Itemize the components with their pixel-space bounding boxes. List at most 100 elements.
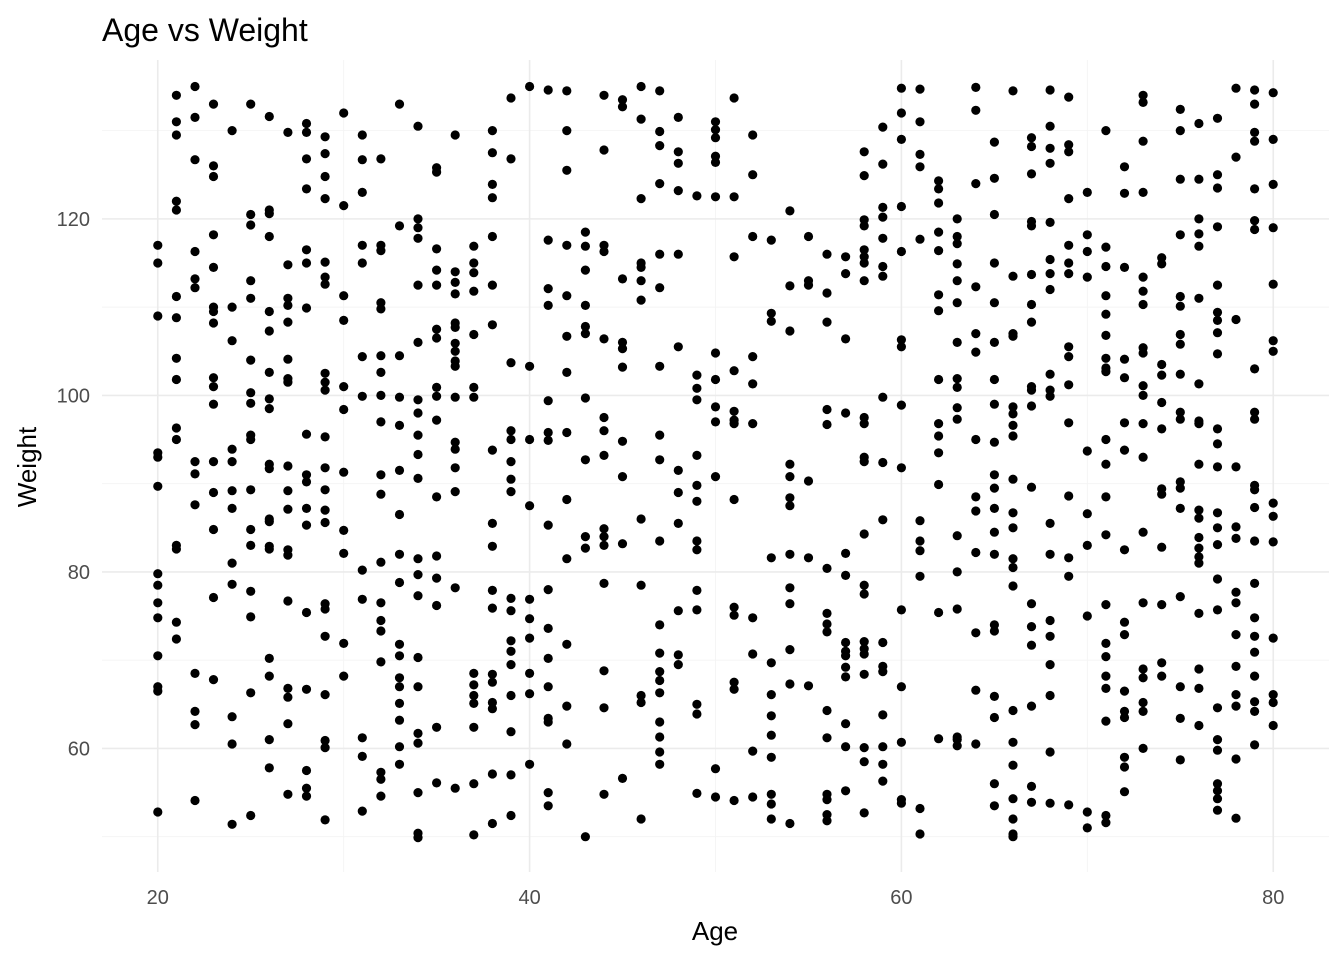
data-point: [376, 351, 386, 361]
data-point: [1101, 459, 1111, 469]
data-point: [1157, 658, 1167, 668]
data-point: [673, 606, 683, 616]
data-point: [394, 549, 405, 559]
data-point: [934, 374, 944, 385]
data-point: [1008, 794, 1018, 804]
data-point: [878, 457, 888, 468]
data-point: [934, 306, 944, 316]
data-point: [376, 390, 386, 400]
data-point: [822, 795, 832, 805]
data-point: [580, 832, 591, 842]
data-point: [153, 613, 163, 623]
data-point: [1101, 652, 1111, 662]
x-axis-tick-labels: 20 40 60 80: [147, 887, 1285, 909]
data-point: [1026, 133, 1037, 143]
data-point: [487, 704, 497, 714]
y-tick-label: 100: [57, 385, 90, 407]
data-point: [1101, 530, 1111, 540]
data-point: [320, 735, 330, 746]
data-point: [171, 196, 181, 206]
data-point: [320, 517, 330, 528]
data-point: [283, 719, 293, 729]
data-point: [413, 121, 423, 131]
data-point: [432, 573, 442, 583]
data-point: [506, 646, 516, 656]
data-point: [692, 585, 702, 596]
data-point: [822, 317, 832, 327]
data-point: [915, 829, 925, 839]
data-point: [283, 300, 293, 310]
data-point: [989, 470, 1000, 480]
data-point: [971, 506, 981, 516]
data-point: [859, 419, 869, 429]
data-point: [1082, 823, 1092, 833]
data-point: [822, 816, 832, 826]
data-point: [952, 239, 962, 249]
data-point: [227, 819, 237, 829]
data-point: [1212, 439, 1223, 449]
data-point: [246, 99, 256, 109]
data-point: [1119, 762, 1130, 772]
data-point: [1231, 533, 1241, 544]
data-point: [506, 474, 516, 484]
data-point: [1194, 293, 1204, 303]
data-point: [283, 550, 293, 560]
data-point: [1101, 242, 1111, 252]
data-point: [376, 470, 386, 480]
data-point: [748, 130, 758, 140]
data-point: [1138, 299, 1148, 310]
data-point: [729, 406, 739, 416]
data-point: [952, 298, 962, 308]
data-point: [655, 249, 665, 259]
data-point: [190, 274, 200, 284]
data-point: [376, 557, 386, 567]
data-point: [971, 105, 981, 115]
data-point: [1064, 342, 1074, 352]
data-point: [301, 470, 312, 480]
data-point: [878, 271, 888, 281]
data-point: [952, 214, 962, 224]
data-point: [655, 688, 665, 698]
data-point: [673, 650, 683, 660]
data-point: [543, 520, 553, 530]
data-point: [171, 130, 181, 140]
data-point: [766, 690, 776, 700]
data-point: [989, 712, 1000, 723]
data-point: [580, 455, 591, 465]
data-point: [357, 733, 367, 743]
data-point: [227, 457, 237, 467]
data-point: [729, 93, 739, 103]
data-point: [227, 503, 237, 513]
data-point: [915, 546, 925, 556]
data-point: [487, 179, 497, 189]
data-point: [859, 743, 869, 753]
data-point: [394, 651, 405, 661]
data-point: [1212, 307, 1223, 317]
data-point: [1212, 786, 1223, 796]
data-point: [599, 90, 609, 100]
data-point: [841, 408, 851, 418]
data-point: [989, 626, 1000, 636]
data-point: [171, 617, 181, 627]
data-point: [208, 675, 219, 685]
data-point: [413, 570, 423, 580]
data-point: [487, 445, 497, 455]
data-point: [1138, 381, 1148, 391]
data-point: [785, 493, 795, 503]
data-point: [246, 398, 256, 408]
data-point: [506, 426, 516, 436]
data-point: [617, 274, 628, 284]
data-point: [153, 651, 163, 661]
data-point: [1045, 798, 1055, 808]
data-point: [952, 531, 962, 541]
data-point: [655, 141, 665, 151]
data-point: [729, 684, 739, 694]
data-point: [432, 722, 442, 732]
data-point: [673, 186, 683, 196]
data-point: [710, 157, 721, 167]
data-point: [227, 126, 237, 136]
data-point: [264, 367, 274, 377]
data-point: [543, 427, 553, 438]
data-point: [190, 706, 200, 717]
data-point: [469, 241, 479, 251]
